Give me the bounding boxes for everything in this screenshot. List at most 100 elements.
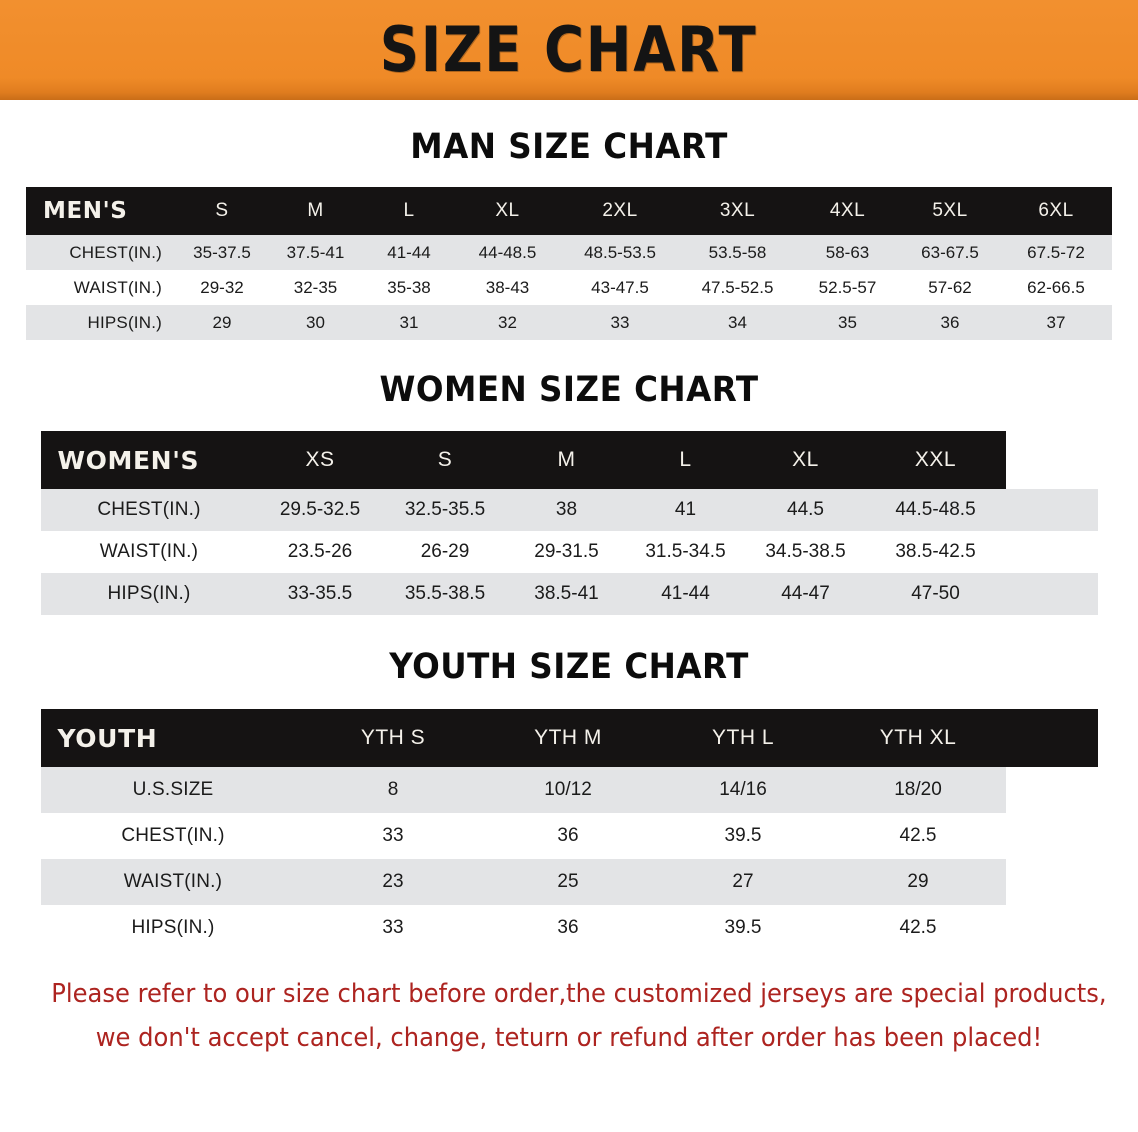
table-cell: 62-66.5 [1000, 270, 1112, 305]
table-cell: 44.5-48.5 [865, 489, 1006, 531]
table-cell: 41-44 [363, 235, 455, 270]
youth-size-table: YOUTH YTH S YTH M YTH L YTH XL U.S.SIZE … [40, 709, 1098, 951]
table-cell: 8 [305, 767, 481, 813]
table-cell: 35.5-38.5 [382, 573, 508, 615]
table-cell: 38 [507, 489, 626, 531]
man-row-label-chest: CHEST(IN.) [26, 235, 176, 270]
table-cell: 53.5-58 [680, 235, 795, 270]
page-title: SIZE CHART [380, 13, 758, 86]
table-cell: 33 [305, 813, 481, 859]
table-row: HIPS(IN.) 33 36 39.5 42.5 [40, 905, 1098, 951]
man-row-label-waist: WAIST(IN.) [26, 270, 176, 305]
man-size-header-5xl: 5XL [900, 187, 1000, 235]
table-cell: 63-67.5 [900, 235, 1000, 270]
table-cell: 67.5-72 [1000, 235, 1112, 270]
table-cell: 36 [480, 905, 656, 951]
table-cell: 39.5 [655, 905, 831, 951]
table-cell: 41-44 [625, 573, 746, 615]
table-cell-spacer [1005, 905, 1098, 951]
youth-table-header-row: YOUTH YTH S YTH M YTH L YTH XL [40, 709, 1098, 767]
table-cell: 29-31.5 [507, 531, 626, 573]
man-size-header-6xl: 6XL [1000, 187, 1112, 235]
table-cell: 43-47.5 [560, 270, 680, 305]
table-row: HIPS(IN.) 33-35.5 35.5-38.5 38.5-41 41-4… [40, 573, 1098, 615]
table-cell: 36 [900, 305, 1000, 340]
youth-header-label: YOUTH [40, 709, 306, 767]
table-cell: 47-50 [865, 573, 1006, 615]
table-cell: 23 [305, 859, 481, 905]
table-cell: 32-35 [268, 270, 363, 305]
women-table-header-row: WOMEN'S XS S M L XL XXL [40, 431, 1098, 489]
table-cell: 39.5 [655, 813, 831, 859]
youth-row-label-us-size: U.S.SIZE [40, 767, 306, 813]
table-cell-spacer [1005, 767, 1098, 813]
table-row: WAIST(IN.) 23 25 27 29 [40, 859, 1098, 905]
table-cell: 29 [830, 859, 1006, 905]
women-row-label-chest: CHEST(IN.) [40, 489, 258, 531]
table-cell: 44-47 [745, 573, 866, 615]
man-size-header-3xl: 3XL [680, 187, 795, 235]
youth-size-header-s: YTH S [305, 709, 481, 767]
man-size-header-4xl: 4XL [795, 187, 900, 235]
women-size-header-l: L [625, 431, 746, 489]
man-size-table: MEN'S S M L XL 2XL 3XL 4XL 5XL 6XL CHEST… [26, 187, 1112, 340]
man-size-header-2xl: 2XL [560, 187, 680, 235]
women-size-table: WOMEN'S XS S M L XL XXL CHEST(IN.) 29.5-… [40, 431, 1098, 615]
table-cell: 36 [480, 813, 656, 859]
table-cell: 18/20 [830, 767, 1006, 813]
table-cell: 35-37.5 [176, 235, 268, 270]
table-cell: 23.5-26 [257, 531, 383, 573]
women-section-title: WOMEN SIZE CHART [379, 370, 759, 410]
youth-size-header-xl: YTH XL [830, 709, 1006, 767]
table-row: WAIST(IN.) 23.5-26 26-29 29-31.5 31.5-34… [40, 531, 1098, 573]
table-cell: 52.5-57 [795, 270, 900, 305]
women-size-header-xxl: XXL [865, 431, 1006, 489]
table-cell: 48.5-53.5 [560, 235, 680, 270]
table-cell: 58-63 [795, 235, 900, 270]
man-size-header-m: M [268, 187, 363, 235]
table-cell: 38-43 [455, 270, 560, 305]
youth-section-title: YOUTH SIZE CHART [389, 647, 749, 687]
man-section-title: MAN SIZE CHART [410, 127, 728, 167]
table-cell: 10/12 [480, 767, 656, 813]
table-row: CHEST(IN.) 35-37.5 37.5-41 41-44 44-48.5… [26, 235, 1112, 270]
women-row-label-hips: HIPS(IN.) [40, 573, 258, 615]
table-cell: 29-32 [176, 270, 268, 305]
table-cell: 44.5 [745, 489, 866, 531]
youth-header-spacer [1005, 709, 1098, 767]
table-cell: 42.5 [830, 813, 1006, 859]
man-row-label-hips: HIPS(IN.) [26, 305, 176, 340]
table-cell: 41 [625, 489, 746, 531]
youth-row-label-waist: WAIST(IN.) [40, 859, 306, 905]
disclaimer-line-2: we don't accept cancel, change, teturn o… [95, 1022, 1043, 1053]
table-cell: 27 [655, 859, 831, 905]
table-cell: 57-62 [900, 270, 1000, 305]
women-size-header-xs: XS [257, 431, 383, 489]
table-cell: 33 [560, 305, 680, 340]
table-cell: 38.5-42.5 [865, 531, 1006, 573]
women-header-spacer [1005, 431, 1098, 489]
women-size-header-m: M [507, 431, 626, 489]
women-size-header-xl: XL [745, 431, 866, 489]
youth-size-header-m: YTH M [480, 709, 656, 767]
table-row: CHEST(IN.) 29.5-32.5 32.5-35.5 38 41 44.… [40, 489, 1098, 531]
table-cell: 47.5-52.5 [680, 270, 795, 305]
table-cell: 42.5 [830, 905, 1006, 951]
table-cell: 34 [680, 305, 795, 340]
disclaimer-text: Please refer to our size chart before or… [51, 973, 1106, 1061]
table-cell: 29 [176, 305, 268, 340]
table-row: CHEST(IN.) 33 36 39.5 42.5 [40, 813, 1098, 859]
man-table-header-row: MEN'S S M L XL 2XL 3XL 4XL 5XL 6XL [26, 187, 1112, 235]
women-row-label-waist: WAIST(IN.) [40, 531, 258, 573]
man-header-label: MEN'S [26, 187, 176, 235]
table-cell: 14/16 [655, 767, 831, 813]
man-size-header-xl: XL [455, 187, 560, 235]
table-cell-spacer [1005, 531, 1098, 573]
youth-row-label-chest: CHEST(IN.) [40, 813, 306, 859]
table-cell: 25 [480, 859, 656, 905]
women-size-header-s: S [382, 431, 508, 489]
table-cell-spacer [1005, 573, 1098, 615]
table-cell: 35 [795, 305, 900, 340]
table-cell: 34.5-38.5 [745, 531, 866, 573]
table-cell: 32.5-35.5 [382, 489, 508, 531]
